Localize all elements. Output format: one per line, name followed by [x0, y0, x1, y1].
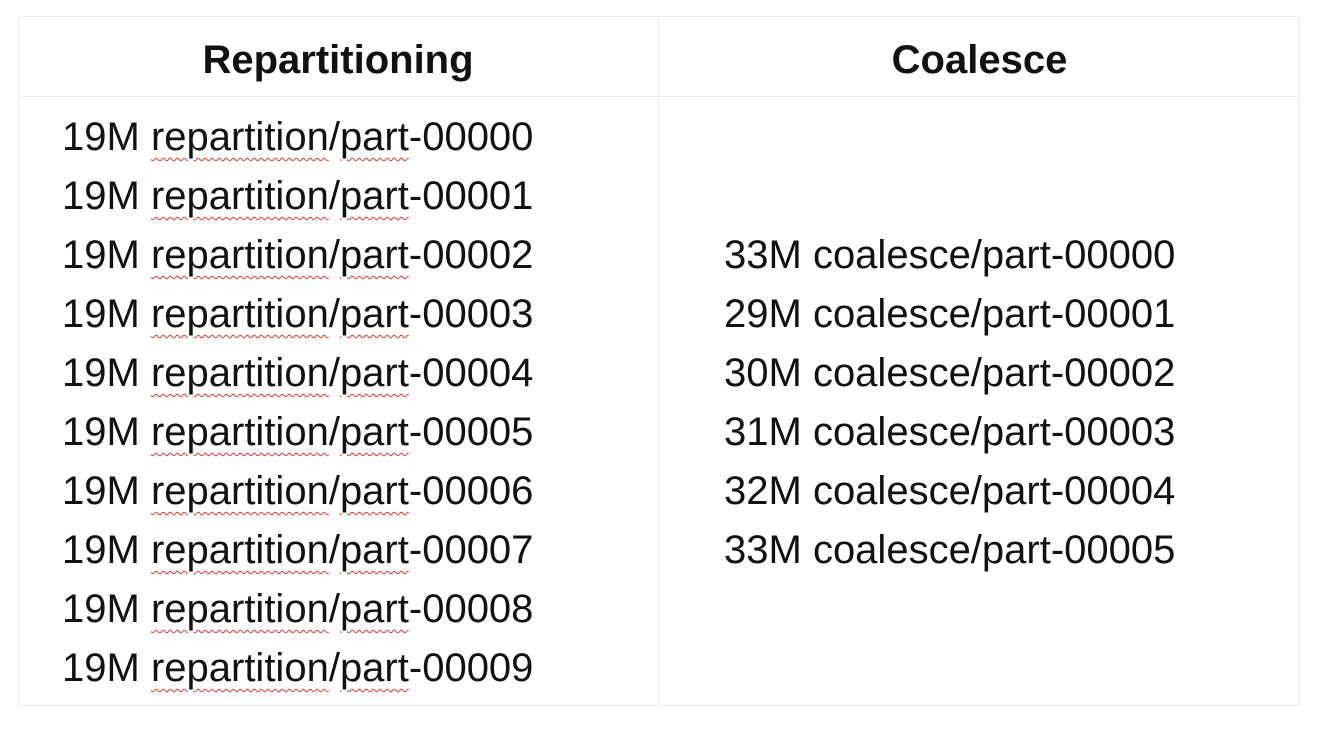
part-suffix: -00002	[408, 233, 534, 277]
file-size: 33M	[724, 528, 802, 572]
part-suffix: -00004	[408, 351, 534, 395]
directory-name: repartition	[150, 351, 329, 395]
file-path: coalesce/part-00000	[812, 233, 1176, 277]
part-suffix: -00008	[408, 587, 534, 631]
header-divider	[18, 96, 1300, 97]
part-name: part	[339, 646, 409, 690]
part-suffix: -00006	[408, 469, 534, 513]
part-suffix: -00009	[408, 646, 534, 690]
coalesce-file-row: 32M coalesce/part-00004	[724, 462, 1175, 521]
directory-name: repartition	[150, 469, 329, 513]
part-suffix: -00001	[408, 174, 534, 218]
repartition-file-row: 19M repartition/part-00004	[62, 344, 533, 403]
repartition-file-row: 19M repartition/part-00003	[62, 285, 533, 344]
part-suffix: -00007	[408, 528, 534, 572]
file-size: 19M	[62, 351, 140, 395]
coalesce-header: Coalesce	[891, 38, 1068, 82]
file-size: 19M	[62, 292, 140, 336]
path-separator: /	[328, 646, 340, 690]
file-size: 33M	[724, 233, 802, 277]
path-separator: /	[328, 115, 340, 159]
repartitioning-file-list: 19M repartition/part-00000 19M repartitio…	[62, 108, 533, 698]
part-name: part	[339, 410, 409, 454]
part-name: part	[339, 292, 409, 336]
file-size: 19M	[62, 587, 140, 631]
part-suffix: -00003	[408, 292, 534, 336]
coalesce-file-row: 31M coalesce/part-00003	[724, 403, 1175, 462]
file-size: 19M	[62, 469, 140, 513]
directory-name: repartition	[150, 115, 329, 159]
comparison-table	[18, 16, 1300, 706]
repartition-file-row: 19M repartition/part-00005	[62, 403, 533, 462]
repartition-file-row: 19M repartition/part-00000	[62, 108, 533, 167]
repartition-file-row: 19M repartition/part-00008	[62, 580, 533, 639]
directory-name: repartition	[150, 292, 329, 336]
directory-name: repartition	[150, 587, 329, 631]
directory-name: repartition	[150, 233, 329, 277]
path-separator: /	[328, 469, 340, 513]
path-separator: /	[328, 233, 340, 277]
file-size: 19M	[62, 528, 140, 572]
coalesce-file-row: 30M coalesce/part-00002	[724, 344, 1175, 403]
file-path: coalesce/part-00005	[812, 528, 1176, 572]
path-separator: /	[328, 410, 340, 454]
file-size: 31M	[724, 410, 802, 454]
part-name: part	[339, 115, 409, 159]
part-suffix: -00005	[408, 410, 534, 454]
coalesce-file-row: 29M coalesce/part-00001	[724, 285, 1175, 344]
file-size: 29M	[724, 292, 802, 336]
repartition-file-row: 19M repartition/part-00007	[62, 521, 533, 580]
file-path: coalesce/part-00002	[812, 351, 1176, 395]
column-divider	[658, 16, 659, 706]
part-name: part	[339, 528, 409, 572]
path-separator: /	[328, 587, 340, 631]
path-separator: /	[328, 292, 340, 336]
part-name: part	[339, 587, 409, 631]
file-size: 30M	[724, 351, 802, 395]
coalesce-file-row: 33M coalesce/part-00005	[724, 521, 1175, 580]
file-size: 19M	[62, 115, 140, 159]
file-size: 19M	[62, 174, 140, 218]
directory-name: repartition	[150, 174, 329, 218]
path-separator: /	[328, 351, 340, 395]
file-path: coalesce/part-00003	[812, 410, 1176, 454]
file-size: 19M	[62, 233, 140, 277]
file-path: coalesce/part-00001	[812, 292, 1176, 336]
part-name: part	[339, 174, 409, 218]
part-name: part	[339, 233, 409, 277]
path-separator: /	[328, 528, 340, 572]
coalesce-file-row: 33M coalesce/part-00000	[724, 226, 1175, 285]
coalesce-file-list: 33M coalesce/part-00000 29M coalesce/part…	[724, 226, 1175, 580]
file-size: 19M	[62, 410, 140, 454]
path-separator: /	[328, 174, 340, 218]
directory-name: repartition	[150, 646, 329, 690]
file-size: 19M	[62, 646, 140, 690]
directory-name: repartition	[150, 410, 329, 454]
part-name: part	[339, 469, 409, 513]
part-suffix: -00000	[408, 115, 534, 159]
repartition-file-row: 19M repartition/part-00002	[62, 226, 533, 285]
file-path: coalesce/part-00004	[812, 469, 1176, 513]
directory-name: repartition	[150, 528, 329, 572]
part-name: part	[339, 351, 409, 395]
file-size: 32M	[724, 469, 802, 513]
repartitioning-header: Repartitioning	[202, 38, 474, 82]
repartition-file-row: 19M repartition/part-00009	[62, 639, 533, 698]
repartition-file-row: 19M repartition/part-00001	[62, 167, 533, 226]
repartition-file-row: 19M repartition/part-00006	[62, 462, 533, 521]
